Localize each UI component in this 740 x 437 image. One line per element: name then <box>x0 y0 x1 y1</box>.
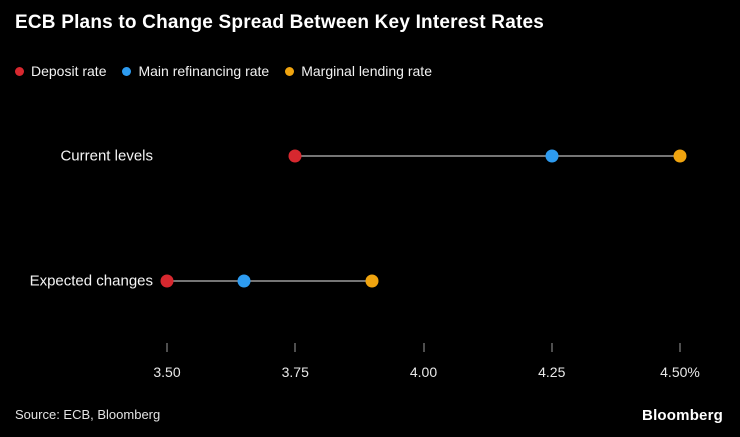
tick-mark <box>166 343 168 352</box>
legend-dot-yellow-icon <box>285 66 295 76</box>
row-label: Current levels <box>60 147 153 165</box>
chart-title: ECB Plans to Change Spread Between Key I… <box>15 12 545 33</box>
tick-mark <box>679 343 681 352</box>
data-point-marginal-lending-rate <box>365 274 379 288</box>
legend-label: Main refinancing rate <box>138 63 270 79</box>
row-label: Expected changes <box>29 272 153 290</box>
tick-label: 3.50 <box>153 364 181 380</box>
tick-mark <box>294 343 296 352</box>
legend-label: Deposit rate <box>31 63 107 79</box>
legend-dot-red-icon <box>15 66 24 76</box>
data-point-marginal-lending-rate <box>673 149 687 163</box>
tick-label: 4.25 <box>538 364 566 380</box>
connector-line <box>295 155 680 157</box>
connector-line <box>167 280 373 282</box>
legend-item-main-refinancing-rate: Main refinancing rate <box>122 63 269 79</box>
tick-label: 4.50% <box>660 364 700 380</box>
tick-label: 4.00 <box>409 364 438 380</box>
tick-label: 3.75 <box>281 364 309 380</box>
data-point-main-refinancing-rate <box>545 149 559 163</box>
legend-item-deposit-rate: Deposit rate <box>15 63 106 79</box>
bloomberg-logo: Bloomberg <box>642 407 723 424</box>
tick-mark <box>551 343 553 352</box>
data-point-deposit-rate <box>160 274 174 288</box>
legend-dot-blue-icon <box>122 66 132 76</box>
legend: Deposit rate Main refinancing rate Margi… <box>15 63 432 79</box>
data-point-deposit-rate <box>288 149 302 163</box>
legend-label: Marginal lending rate <box>301 63 432 79</box>
tick-mark <box>423 343 424 352</box>
legend-item-marginal-lending-rate: Marginal lending rate <box>285 63 432 79</box>
data-point-main-refinancing-rate <box>237 274 251 288</box>
source-note: Source: ECB, Bloomberg <box>15 407 161 422</box>
